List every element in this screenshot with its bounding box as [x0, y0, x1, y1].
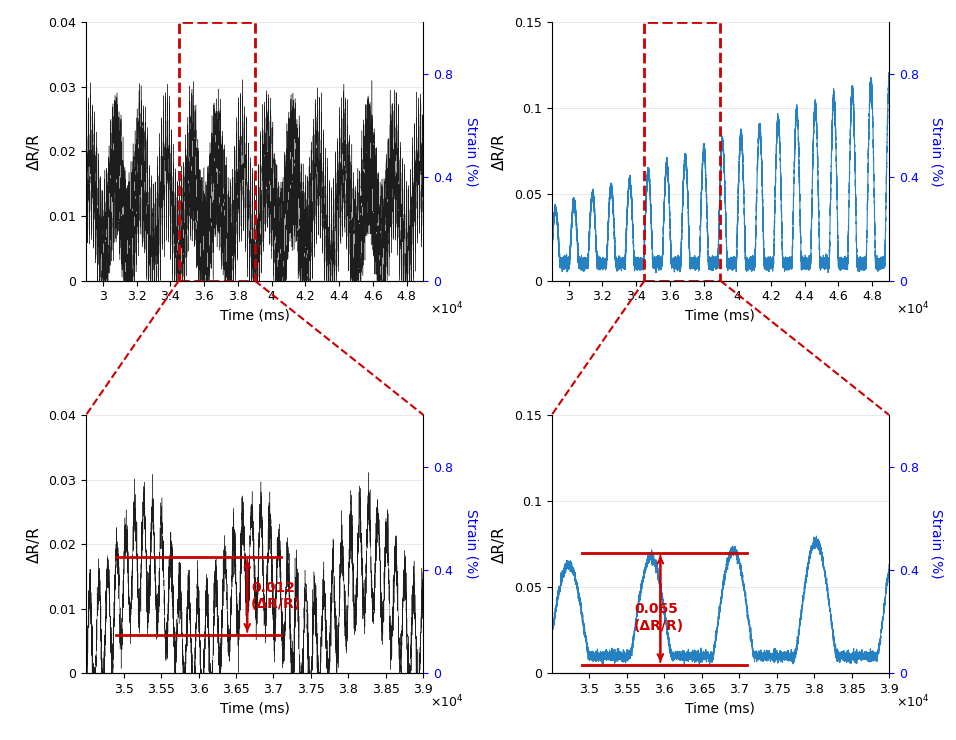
X-axis label: Time (ms): Time (ms)	[220, 309, 290, 323]
Y-axis label: ΔR/R: ΔR/R	[492, 133, 507, 169]
Y-axis label: Strain (%): Strain (%)	[465, 509, 478, 579]
Bar	[644, 22, 721, 280]
Text: 0.065
(ΔR/R): 0.065 (ΔR/R)	[634, 602, 684, 633]
Text: $\times10^4$: $\times10^4$	[896, 300, 929, 317]
Y-axis label: Strain (%): Strain (%)	[465, 117, 478, 186]
X-axis label: Time (ms): Time (ms)	[685, 309, 755, 323]
X-axis label: Time (ms): Time (ms)	[220, 702, 290, 716]
Y-axis label: Strain (%): Strain (%)	[930, 509, 944, 579]
Bar	[179, 22, 254, 280]
Text: $\times10^4$: $\times10^4$	[430, 300, 464, 317]
X-axis label: Time (ms): Time (ms)	[685, 702, 755, 716]
Y-axis label: ΔR/R: ΔR/R	[27, 133, 41, 169]
Text: 0.012
(ΔR/R): 0.012 (ΔR/R)	[251, 581, 301, 611]
Y-axis label: ΔR/R: ΔR/R	[492, 526, 507, 562]
Text: $\times10^4$: $\times10^4$	[896, 693, 929, 710]
Y-axis label: ΔR/R: ΔR/R	[27, 526, 41, 562]
Text: $\times10^4$: $\times10^4$	[430, 693, 464, 710]
Y-axis label: Strain (%): Strain (%)	[930, 117, 944, 186]
